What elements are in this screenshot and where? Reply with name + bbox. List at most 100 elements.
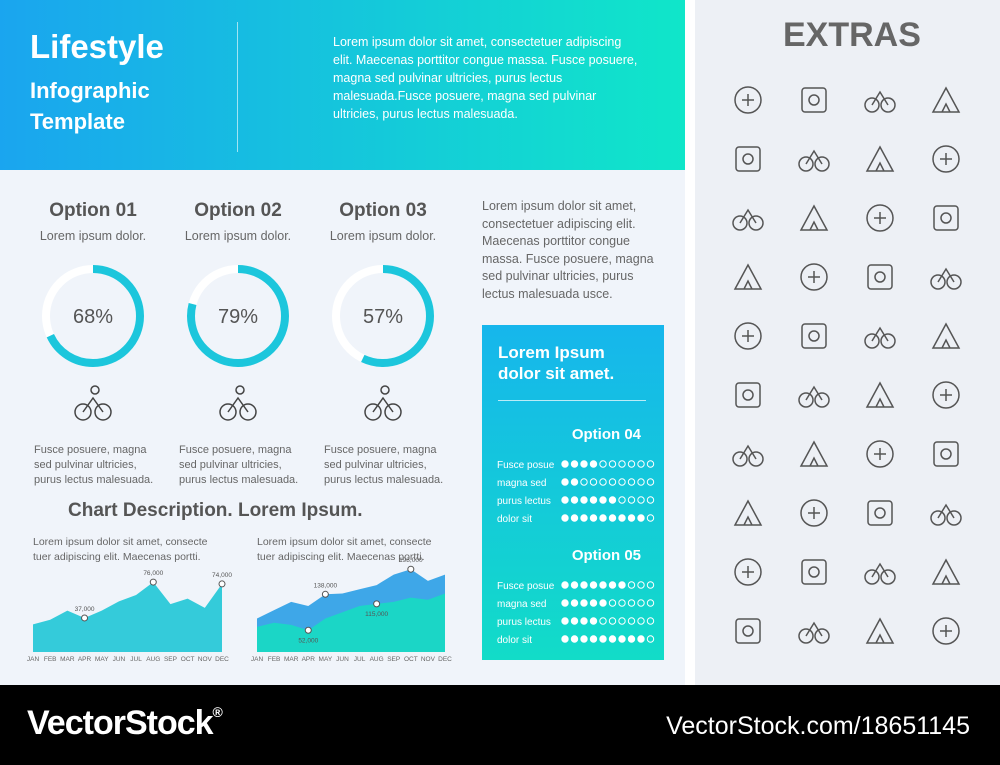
x-tick-label: MAY: [95, 656, 109, 663]
icon-part: [937, 503, 955, 519]
icon-part: [814, 392, 830, 408]
icon-part: [940, 625, 952, 637]
extra-icon: [734, 86, 762, 114]
title: Lifestyle: [30, 28, 164, 65]
dot: [618, 496, 626, 504]
icon-part: [865, 145, 895, 172]
icon-part: [798, 156, 814, 172]
dot: [618, 635, 626, 643]
icon-part: [931, 558, 961, 585]
dot: [570, 581, 579, 589]
icon-part: [733, 499, 763, 526]
dot: [627, 478, 636, 486]
dot: [646, 496, 655, 504]
dot: [627, 635, 636, 643]
icon-part: [74, 403, 92, 421]
extra-icon: [933, 441, 959, 467]
dot: [580, 599, 588, 607]
x-tick-label: NOV: [198, 656, 213, 663]
row-label: dolor sit: [497, 514, 532, 525]
dot: [580, 514, 588, 522]
dot-rating: [561, 514, 655, 522]
dot: [570, 496, 579, 504]
icon-part: [742, 566, 754, 578]
icon-part: [864, 97, 880, 113]
x-tick-label: JAN: [27, 656, 40, 663]
dot: [580, 478, 588, 486]
x-tick-label: DEC: [215, 656, 229, 663]
x-tick-label: MAR: [60, 656, 75, 663]
icon-part: [880, 569, 896, 585]
point-label: 74,000: [212, 572, 232, 579]
icon-part: [808, 507, 820, 519]
x-tick-label: SEP: [164, 656, 177, 663]
dot: [637, 635, 645, 643]
icon-part: [742, 389, 754, 401]
icon-part: [933, 205, 959, 231]
icon-part: [235, 385, 245, 395]
extra-icon: [734, 558, 762, 586]
option-subtitle: Lorem ipsum dolor.: [184, 229, 292, 243]
dot: [608, 599, 617, 607]
icon-part: [865, 617, 895, 644]
extra-icon: [733, 499, 763, 526]
extra-icon: [801, 87, 827, 113]
header-text: Lorem ipsum dolor sit amet, consectetuer…: [333, 35, 638, 121]
icon-part: [931, 322, 961, 349]
icon-part: [742, 153, 754, 165]
icon-part: [930, 274, 946, 290]
dot: [570, 617, 579, 625]
row-label: purus lectus: [497, 617, 551, 628]
icon-part: [742, 94, 754, 106]
dot: [570, 599, 579, 607]
extra-icon: [799, 204, 829, 231]
group-title: Option 05: [572, 547, 641, 564]
icon-part: [808, 330, 820, 342]
icon-part: [805, 621, 823, 637]
extra-icon: [867, 264, 893, 290]
icon-part: [380, 385, 390, 395]
icon-part: [735, 382, 761, 408]
dot: [608, 478, 617, 486]
row-label: magna sed: [497, 599, 546, 610]
icon-part: [808, 94, 820, 106]
option-icon: [74, 385, 112, 421]
dot: [599, 617, 607, 625]
brand: VectorStock®: [27, 704, 223, 743]
dot: [627, 617, 636, 625]
subtitle: Infographic: [30, 78, 150, 103]
icon-part: [946, 510, 962, 526]
icon-part: [384, 403, 402, 421]
dot: [608, 617, 617, 625]
dot-rating: [561, 635, 655, 643]
extra-icon: [865, 145, 895, 172]
extra-icon: [866, 440, 894, 468]
icon-part: [864, 569, 880, 585]
brand-name: VectorStock: [27, 704, 214, 742]
image-id: VectorStock.com/18651145: [666, 712, 970, 740]
extra-icon: [798, 149, 830, 172]
icon-part: [734, 86, 762, 114]
x-tick-label: JUL: [130, 656, 142, 663]
dot-rating: [561, 496, 655, 504]
point-marker: [149, 578, 157, 586]
dot: [580, 460, 588, 468]
x-tick-label: APR: [78, 656, 92, 663]
icon-part: [801, 559, 827, 585]
divider: [498, 400, 646, 401]
dot: [637, 496, 645, 504]
icon-part: [940, 448, 952, 460]
chart-text: Lorem ipsum dolor sit amet, consecte tue…: [33, 536, 208, 563]
icon-part: [733, 263, 763, 290]
dot: [561, 460, 569, 468]
row-label: magna sed: [497, 478, 546, 489]
icon-part: [808, 566, 820, 578]
dot: [580, 496, 588, 504]
point-label: 138,000: [314, 582, 338, 589]
icon-part: [94, 403, 112, 421]
x-tick-label: JUL: [354, 656, 366, 663]
extra-icon: [931, 86, 961, 113]
point-marker: [81, 614, 89, 622]
x-tick-label: JAN: [251, 656, 264, 663]
